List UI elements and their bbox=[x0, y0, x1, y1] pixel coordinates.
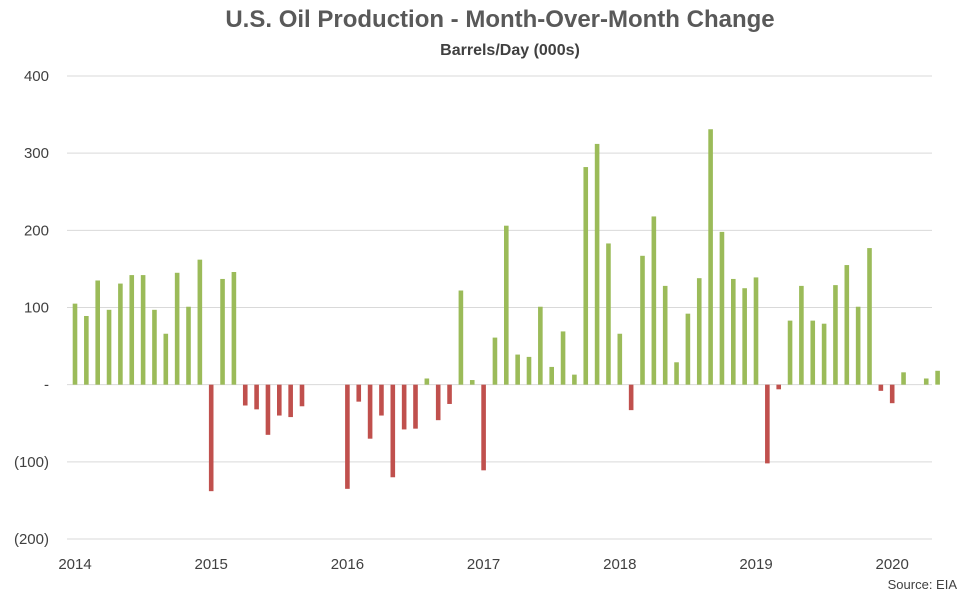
bar bbox=[140, 275, 146, 385]
bar bbox=[345, 384, 350, 489]
bar bbox=[367, 384, 373, 439]
y-tick-label: 100 bbox=[24, 300, 49, 317]
bar bbox=[231, 272, 237, 385]
bar bbox=[356, 384, 362, 402]
x-tick-label: 2014 bbox=[58, 556, 91, 573]
x-tick-label: 2017 bbox=[467, 556, 500, 573]
y-tick-label: 300 bbox=[24, 145, 49, 162]
bar bbox=[923, 378, 929, 385]
bar bbox=[447, 384, 452, 404]
bar bbox=[492, 337, 498, 385]
bar bbox=[685, 313, 691, 385]
source-note: Source: EIA bbox=[887, 577, 957, 592]
bar bbox=[481, 384, 486, 471]
bars bbox=[72, 129, 940, 492]
bar bbox=[129, 275, 135, 385]
bar bbox=[435, 384, 441, 421]
bar bbox=[799, 285, 804, 385]
bar bbox=[606, 243, 611, 385]
bar bbox=[299, 384, 305, 407]
bar bbox=[152, 309, 157, 385]
bar bbox=[413, 384, 418, 429]
bar bbox=[220, 278, 225, 385]
bar bbox=[628, 384, 634, 411]
chart-subtitle: Barrels/Day (000s) bbox=[440, 42, 580, 59]
x-tick-label: 2016 bbox=[331, 556, 364, 573]
bar bbox=[765, 384, 770, 464]
bar bbox=[163, 333, 169, 385]
bar bbox=[254, 384, 259, 410]
bar bbox=[889, 384, 895, 404]
bar bbox=[95, 280, 100, 385]
bar bbox=[731, 278, 736, 385]
bar bbox=[265, 384, 271, 435]
bar bbox=[594, 143, 600, 385]
x-tick-label: 2015 bbox=[195, 556, 228, 573]
bar bbox=[197, 259, 203, 385]
bar bbox=[640, 255, 645, 385]
y-tick-label: 200 bbox=[24, 222, 49, 239]
bar bbox=[469, 380, 475, 385]
bar bbox=[526, 356, 532, 385]
x-tick-label: 2019 bbox=[739, 556, 772, 573]
bar bbox=[867, 248, 872, 385]
bar bbox=[651, 216, 657, 385]
y-axis-ticks: 400 300 200 100 - (100) (200) bbox=[14, 68, 49, 548]
bar bbox=[560, 331, 566, 385]
bar bbox=[288, 384, 293, 418]
bar bbox=[753, 277, 759, 385]
bar bbox=[787, 320, 793, 385]
bar bbox=[617, 333, 623, 385]
bar bbox=[242, 384, 248, 406]
bar bbox=[208, 384, 214, 492]
bar bbox=[186, 306, 191, 385]
bar bbox=[424, 378, 430, 385]
chart-title: U.S. Oil Production - Month-Over-Month C… bbox=[225, 6, 775, 33]
bar bbox=[833, 285, 838, 385]
bar bbox=[901, 372, 906, 385]
bar bbox=[742, 288, 747, 385]
bar bbox=[118, 283, 123, 385]
y-tick-label: (100) bbox=[14, 454, 49, 471]
bar bbox=[719, 231, 725, 385]
bar bbox=[708, 129, 713, 385]
bar bbox=[458, 290, 464, 385]
x-axis-ticks: 2014 2015 2016 2017 2018 2019 2020 bbox=[58, 556, 909, 573]
bar bbox=[379, 384, 384, 416]
bar bbox=[84, 315, 89, 385]
bar bbox=[106, 309, 112, 385]
bar bbox=[696, 278, 702, 385]
bar bbox=[810, 320, 816, 385]
bar bbox=[878, 384, 884, 391]
bar bbox=[515, 354, 520, 385]
bar bbox=[572, 374, 577, 385]
bar bbox=[844, 265, 850, 385]
bar bbox=[935, 370, 940, 385]
bar bbox=[549, 366, 554, 385]
bar bbox=[855, 306, 861, 385]
bar bbox=[390, 384, 396, 478]
y-tick-label: 400 bbox=[24, 68, 49, 85]
x-tick-label: 2018 bbox=[603, 556, 636, 573]
bar bbox=[662, 285, 668, 385]
bar bbox=[674, 362, 679, 385]
bar bbox=[72, 303, 78, 385]
bar bbox=[277, 384, 282, 416]
y-tick-label: (200) bbox=[14, 531, 49, 548]
bar bbox=[821, 323, 827, 385]
bar bbox=[401, 384, 407, 430]
bar bbox=[776, 384, 781, 390]
y-tick-label: - bbox=[44, 377, 49, 394]
bar bbox=[174, 272, 180, 385]
bar bbox=[504, 225, 509, 385]
x-tick-label: 2020 bbox=[876, 556, 909, 573]
bar bbox=[538, 306, 543, 385]
bar bbox=[583, 167, 589, 385]
